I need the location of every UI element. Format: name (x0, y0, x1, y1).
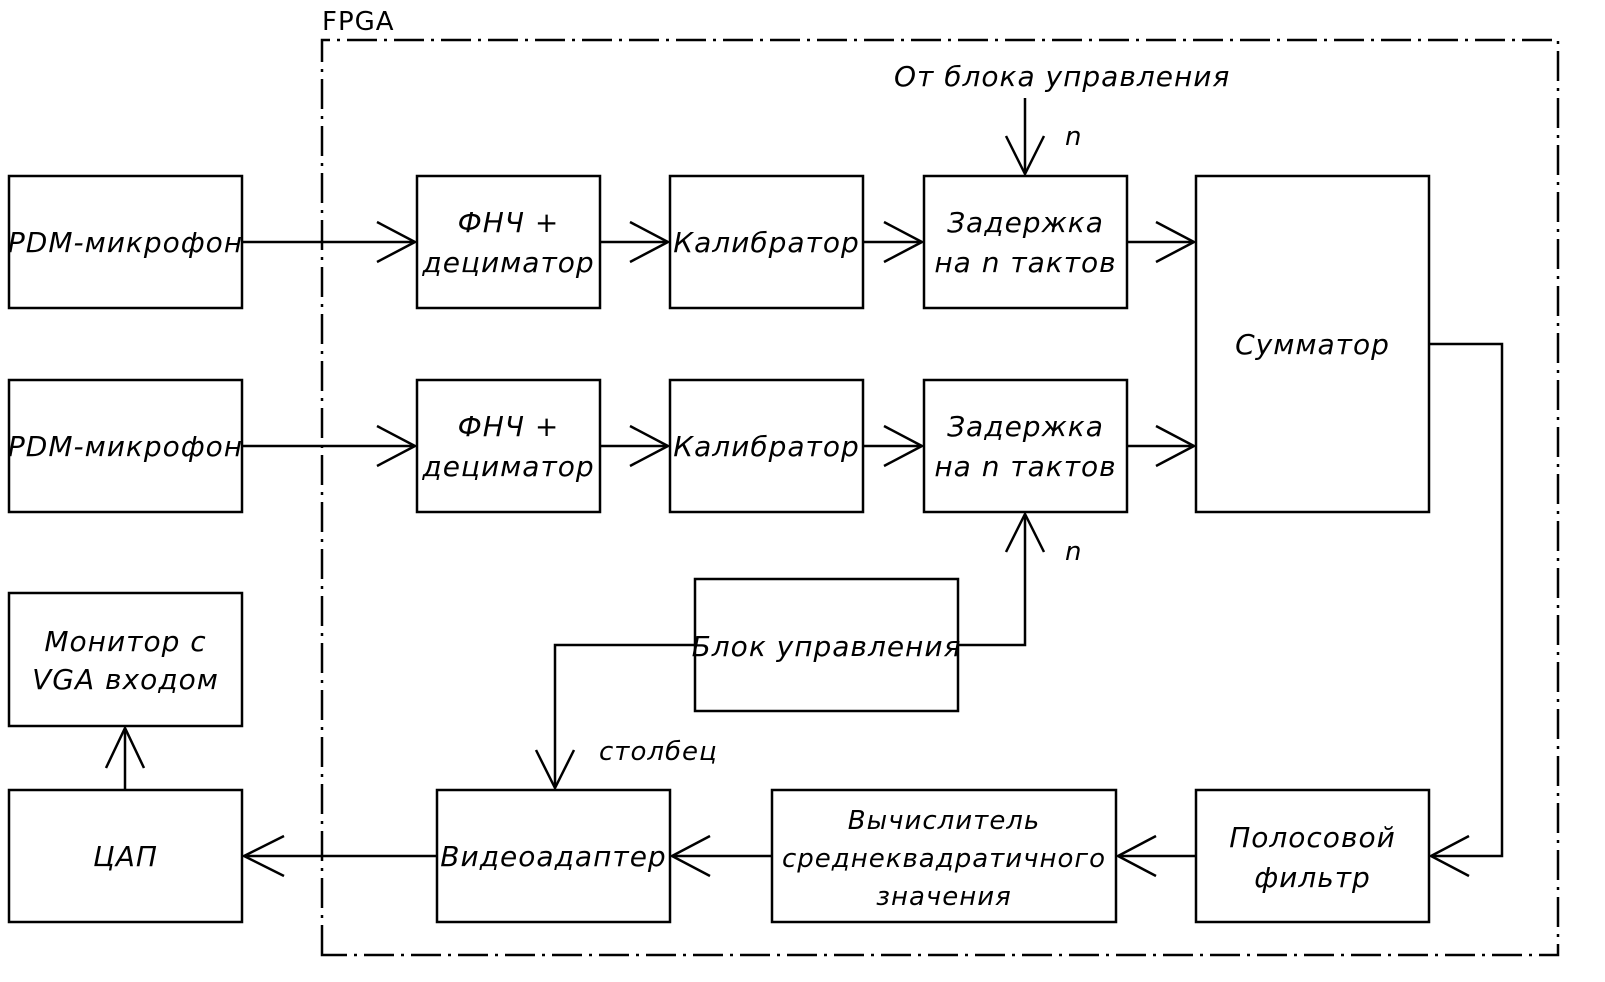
signal-column-label: столбец (599, 737, 718, 767)
delay1-label-line1: Задержка (947, 206, 1104, 239)
connector-control-delay2: n (958, 511, 1082, 647)
signal-from-control-label: От блока управления (894, 60, 1230, 93)
arrowhead-down (534, 749, 576, 791)
lpf2-label-line2: дециматор (421, 450, 594, 483)
calibrator1-block: Калибратор (668, 174, 865, 310)
rms-label-line2: среднеквадратичного (782, 844, 1106, 874)
connector-dac-monitor (104, 725, 146, 790)
arrowhead-right (883, 220, 925, 264)
connector-cal2-delay2 (863, 424, 925, 468)
lpf2-block: ФНЧ + дециматор (415, 378, 602, 514)
delay1-label-line2: на n тактов (934, 246, 1116, 279)
rms-block: Вычислитель среднеквадратичного значения (770, 788, 1118, 924)
connector-video-dac (241, 834, 437, 878)
arrowhead-up (1004, 511, 1046, 553)
delay2-block: Задержка на n тактов (922, 378, 1129, 514)
arrowhead-right (376, 424, 418, 468)
rms-label-line1: Вычислитель (848, 806, 1041, 836)
monitor-block: Монитор с VGA входом (7, 591, 244, 728)
connector-rms-video (669, 834, 772, 878)
calibrator1-label: Калибратор (673, 226, 860, 259)
connector-mic1-lpf1 (242, 220, 418, 264)
arrowhead-left (669, 834, 711, 878)
rms-label-line3: значения (876, 882, 1012, 912)
arrowhead-left (1428, 834, 1470, 878)
delay2-label-line1: Задержка (947, 410, 1104, 443)
lpf1-block: ФНЧ + дециматор (415, 174, 602, 310)
arrowhead-right (883, 424, 925, 468)
arrowhead-up (104, 725, 146, 769)
mic2-block: PDM-микрофон (7, 378, 244, 514)
signal-n-bottom-label: n (1065, 537, 1082, 567)
lpf1-label-line2: дециматор (421, 246, 594, 279)
arrowhead-right (629, 424, 671, 468)
delay2-label-line2: на n тактов (934, 450, 1116, 483)
fpga-boundary: FPGA (320, 7, 1560, 957)
connector-delay1-summator (1127, 220, 1197, 264)
mic1-block: PDM-микрофон (7, 174, 244, 310)
dac-block: ЦАП (7, 788, 244, 924)
fpga-frame (320, 38, 1560, 957)
monitor-label-line1: Монитор с (44, 625, 206, 658)
arrowhead-right (376, 220, 418, 264)
lpf1-label-line1: ФНЧ + (458, 206, 560, 239)
signal-n-top-label: n (1065, 122, 1082, 152)
dac-label: ЦАП (93, 840, 158, 873)
control-block: Блок управления (692, 577, 962, 713)
arrowhead-down (1004, 135, 1046, 177)
arrowhead-right (1155, 220, 1197, 264)
arrowhead-left (241, 834, 285, 878)
arrowhead-right (1155, 424, 1197, 468)
connector-delay2-summator (1127, 424, 1197, 468)
connector-control-in-delay1: От блока управления n (894, 60, 1230, 177)
connector-summator-bandpass (1428, 342, 1504, 878)
connector-cal1-delay1 (863, 220, 925, 264)
monitor-label-line2: VGA входом (32, 663, 219, 696)
fpga-label: FPGA (322, 7, 395, 37)
control-label: Блок управления (692, 630, 962, 663)
connector-mic2-lpf2 (242, 424, 418, 468)
bandpass-block: Полосовой фильтр (1194, 788, 1431, 924)
summator-block: Сумматор (1194, 174, 1431, 514)
mic2-label: PDM-микрофон (8, 430, 243, 463)
summator-label: Сумматор (1235, 328, 1390, 361)
lpf2-label-line1: ФНЧ + (458, 410, 560, 443)
calibrator2-block: Калибратор (668, 378, 865, 514)
connector-bandpass-rms (1115, 834, 1196, 878)
video-adapter-label: Видеоадаптер (440, 840, 666, 873)
bandpass-label-line2: фильтр (1254, 861, 1371, 894)
bandpass-label-line1: Полосовой (1229, 821, 1396, 854)
connector-control-video: столбец (534, 643, 718, 791)
connector-lpf1-cal1 (600, 220, 671, 264)
connector-lpf2-cal2 (600, 424, 671, 468)
arrowhead-left (1115, 834, 1157, 878)
arrowhead-right (629, 220, 671, 264)
mic1-label: PDM-микрофон (8, 226, 243, 259)
video-adapter-block: Видеоадаптер (435, 788, 672, 924)
calibrator2-label: Калибратор (673, 430, 860, 463)
delay1-block: Задержка на n тактов (922, 174, 1129, 310)
